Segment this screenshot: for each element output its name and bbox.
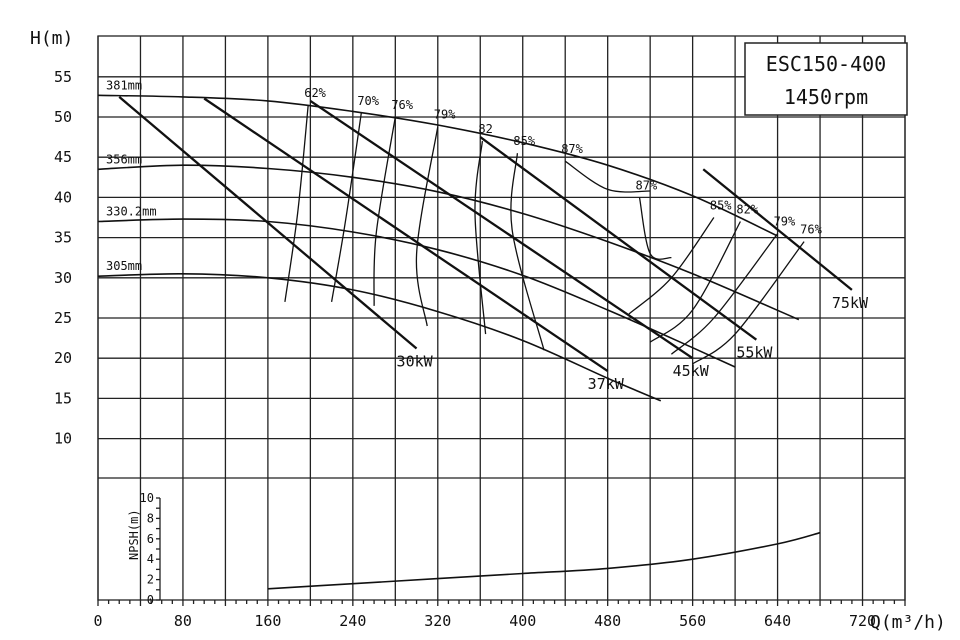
efficiency-label: 76% — [800, 223, 822, 237]
efficiency-curve — [284, 104, 309, 302]
efficiency-curve — [510, 153, 545, 351]
y-tick-label: 45 — [54, 148, 72, 166]
efficiency-label: 70% — [357, 94, 379, 108]
efficiency-curve — [373, 116, 396, 306]
x-tick-label: 80 — [174, 612, 192, 630]
power-line-55kW — [479, 136, 758, 341]
y-tick-label: 10 — [54, 430, 72, 448]
x-tick-label: 240 — [339, 612, 366, 630]
chart-title: ESC150-400 — [766, 52, 886, 76]
efficiency-curve — [638, 197, 672, 260]
efficiency-label: 79% — [434, 108, 456, 122]
x-tick-label: 160 — [254, 612, 281, 630]
x-tick-label: 480 — [594, 612, 621, 630]
chart-subtitle: 1450rpm — [784, 85, 868, 109]
power-line-37kW — [203, 97, 609, 373]
efficiency-label: 87% — [636, 178, 658, 192]
npsh-tick-label: 10 — [140, 491, 154, 505]
x-tick-label: 640 — [764, 612, 791, 630]
x-tick-label: 320 — [424, 612, 451, 630]
npsh-tick-label: 2 — [147, 573, 154, 587]
power-line-30kW — [118, 96, 418, 350]
x-tick-label: 400 — [509, 612, 536, 630]
head-curve-356mm — [97, 164, 800, 321]
y-tick-label: 55 — [54, 68, 72, 86]
head-curve-label: 305mm — [106, 259, 142, 273]
labels: 0 80 160 240 320 400 480 560 640 7201015202530354… — [54, 68, 876, 630]
x-tick-label: 560 — [679, 612, 706, 630]
npsh-tick-label: 6 — [147, 532, 154, 546]
efficiency-label: 82% — [736, 203, 758, 217]
power-label: 55kW — [736, 344, 773, 362]
npsh-grid — [156, 497, 161, 601]
power-label: 75kW — [832, 294, 869, 312]
y-tick-label: 20 — [54, 349, 72, 367]
efficiency-label: 87% — [561, 142, 583, 156]
x-axis-title: Q(m³/h) — [870, 612, 946, 633]
head-curves — [97, 94, 800, 402]
efficiency-label: 62% — [304, 86, 326, 100]
npsh-tick-label: 0 — [147, 593, 154, 607]
y-tick-label: 25 — [54, 309, 72, 327]
power-line-75kW — [702, 168, 853, 291]
head-curve-label: 330.2mm — [106, 205, 157, 219]
npsh-tick-label: 8 — [147, 511, 154, 525]
y-tick-label: 50 — [54, 108, 72, 126]
head-curve-381mm — [97, 94, 778, 237]
y-tick-label: 15 — [54, 389, 72, 407]
efficiency-label: 82 — [478, 122, 492, 136]
x-tick-label: 720 — [849, 612, 876, 630]
power-lines — [118, 96, 853, 373]
efficiency-curve — [670, 233, 779, 355]
power-label: 45kW — [673, 362, 710, 380]
efficiency-label: 76% — [391, 98, 413, 112]
power-label: 30kW — [397, 353, 434, 371]
y-tick-label: 30 — [54, 269, 72, 287]
npsh-curve — [267, 531, 821, 590]
efficiency-curve — [330, 112, 362, 303]
efficiency-curve — [474, 141, 487, 335]
x-tick-label: 0 — [93, 612, 102, 630]
efficiency-curve — [649, 221, 741, 343]
head-curve-label: 356mm — [106, 152, 142, 166]
efficiency-curve — [692, 241, 805, 365]
head-curve-330.2mm — [97, 218, 736, 368]
power-line-45kW — [309, 99, 694, 360]
head-curve-305mm — [97, 272, 662, 402]
head-curve-label: 381mm — [106, 78, 142, 92]
power-label: 37kW — [588, 375, 625, 393]
y-tick-label: 40 — [54, 188, 72, 206]
y-axis-title: H(m) — [30, 28, 73, 49]
efficiency-curve — [564, 160, 651, 193]
efficiency-label: 79% — [774, 215, 796, 229]
npsh-axis-title: NPSH(m) — [127, 509, 141, 560]
efficiency-curve — [415, 126, 439, 327]
npsh-tick-label: 4 — [147, 552, 154, 566]
grid — [97, 35, 906, 606]
y-tick-label: 35 — [54, 229, 72, 247]
efficiency-label: 85% — [513, 134, 535, 148]
efficiency-label: 85% — [710, 199, 732, 213]
title-box: ESC150-400 1450rpm — [744, 42, 908, 116]
npsh-line — [267, 531, 821, 590]
